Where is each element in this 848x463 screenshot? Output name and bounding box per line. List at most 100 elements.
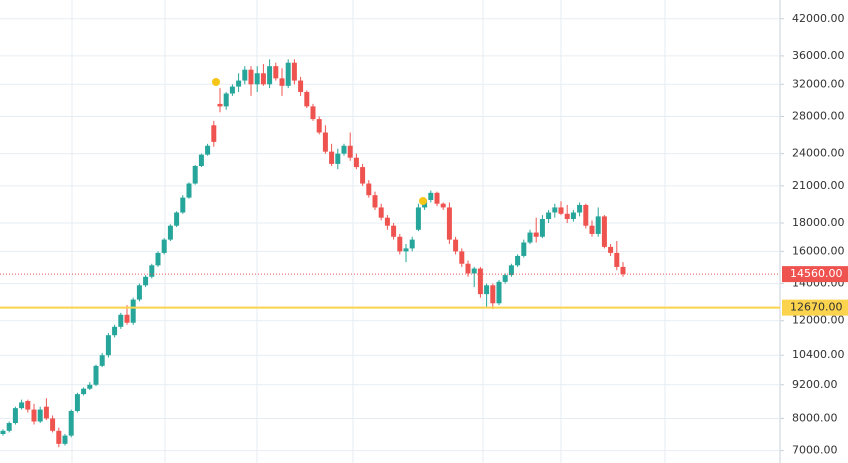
candle-body — [589, 225, 595, 234]
candle-body — [155, 252, 161, 266]
candle-body — [440, 203, 446, 208]
candle-body — [205, 145, 211, 155]
candle-body — [223, 93, 229, 107]
y-tick-label: 36000.00 — [792, 49, 845, 62]
candle-body — [273, 66, 279, 79]
candle-body — [285, 62, 291, 86]
candle-body — [533, 232, 539, 237]
candle-body — [564, 213, 570, 220]
candle-body — [254, 73, 260, 85]
candle-body — [620, 266, 626, 275]
candle-body — [43, 406, 49, 419]
y-tick-label: 18000.00 — [792, 216, 845, 229]
candle-body — [539, 219, 545, 237]
candle-body — [490, 285, 496, 304]
candle-body — [217, 103, 223, 107]
candle-body — [397, 236, 403, 252]
candle-body — [56, 430, 62, 444]
candle-body — [316, 119, 322, 133]
candle-body — [198, 154, 204, 167]
candle-body — [260, 73, 266, 85]
candle-body — [614, 252, 620, 267]
candle-body — [143, 276, 149, 286]
y-tick-label: 24000.00 — [792, 147, 845, 160]
candle-body — [124, 314, 130, 323]
candle-body — [552, 207, 558, 213]
candle-body — [583, 204, 589, 226]
candle-body — [521, 242, 527, 256]
candle-body — [335, 153, 341, 164]
candle-body — [384, 217, 390, 226]
candle-body — [74, 394, 80, 412]
y-tick-label: 9200.00 — [792, 378, 838, 391]
candle-body — [459, 251, 465, 264]
candle-body — [310, 106, 316, 120]
y-tick-label: 8000.00 — [792, 411, 838, 424]
candle-body — [477, 268, 483, 295]
y-tick-label: 32000.00 — [792, 77, 845, 90]
candle-body — [31, 409, 37, 422]
candle-body — [167, 225, 173, 240]
candle-body — [347, 145, 353, 158]
candle-body — [546, 212, 552, 220]
candle-body — [515, 255, 521, 266]
candle-body — [6, 423, 12, 431]
candle-body — [570, 212, 576, 220]
event-marker — [212, 78, 220, 86]
candle-body — [595, 216, 601, 234]
candle-body — [434, 192, 440, 204]
candle-body — [130, 299, 136, 323]
candle-body — [291, 62, 297, 81]
candle-body — [12, 408, 18, 424]
y-tick-label: 10400.00 — [792, 348, 845, 361]
candle-body — [403, 248, 409, 252]
candle-body — [304, 91, 310, 107]
candle-body — [99, 355, 105, 366]
y-tick-label: 28000.00 — [792, 109, 845, 122]
candle-body — [484, 285, 490, 295]
y-tick-label: 42000.00 — [792, 12, 845, 25]
candle-body — [229, 86, 235, 94]
candle-body — [372, 195, 378, 208]
candle-body — [608, 246, 614, 253]
candle-body — [149, 265, 155, 277]
candle-body — [471, 268, 477, 274]
candle-body — [496, 281, 502, 304]
event-marker — [419, 197, 427, 205]
candle-body — [601, 216, 607, 247]
candle-body — [322, 132, 328, 152]
candle-body — [0, 430, 6, 435]
candle-body — [415, 207, 421, 230]
candle-body — [87, 384, 93, 389]
candle-body — [192, 166, 198, 184]
candle-body — [577, 204, 583, 213]
price-label: 12670.00 — [790, 301, 843, 314]
candle-body — [93, 365, 99, 385]
candle-body — [50, 418, 56, 431]
candle-body — [341, 145, 347, 154]
candle-body — [502, 275, 508, 282]
y-tick-label: 12000.00 — [792, 314, 845, 327]
candle-body — [508, 265, 514, 276]
candle-body — [25, 401, 31, 410]
price-label-box — [782, 299, 848, 316]
candle-body — [298, 80, 304, 92]
candle-body — [465, 263, 471, 274]
candle-body — [136, 285, 142, 300]
candle-body — [68, 411, 74, 436]
vertical-grid — [71, 0, 666, 463]
candle-body — [112, 326, 118, 336]
candle-body — [366, 183, 372, 196]
candle-body — [118, 314, 124, 327]
candle-body — [105, 335, 111, 356]
candle-body — [409, 239, 415, 249]
candle-body — [527, 232, 533, 243]
candle-body — [558, 207, 564, 214]
y-tick-label: 16000.00 — [792, 244, 845, 257]
candle-body — [161, 239, 167, 253]
candle-body — [329, 151, 335, 164]
candle-body — [360, 167, 366, 184]
candle-body — [19, 402, 25, 409]
candle-body — [391, 225, 397, 237]
